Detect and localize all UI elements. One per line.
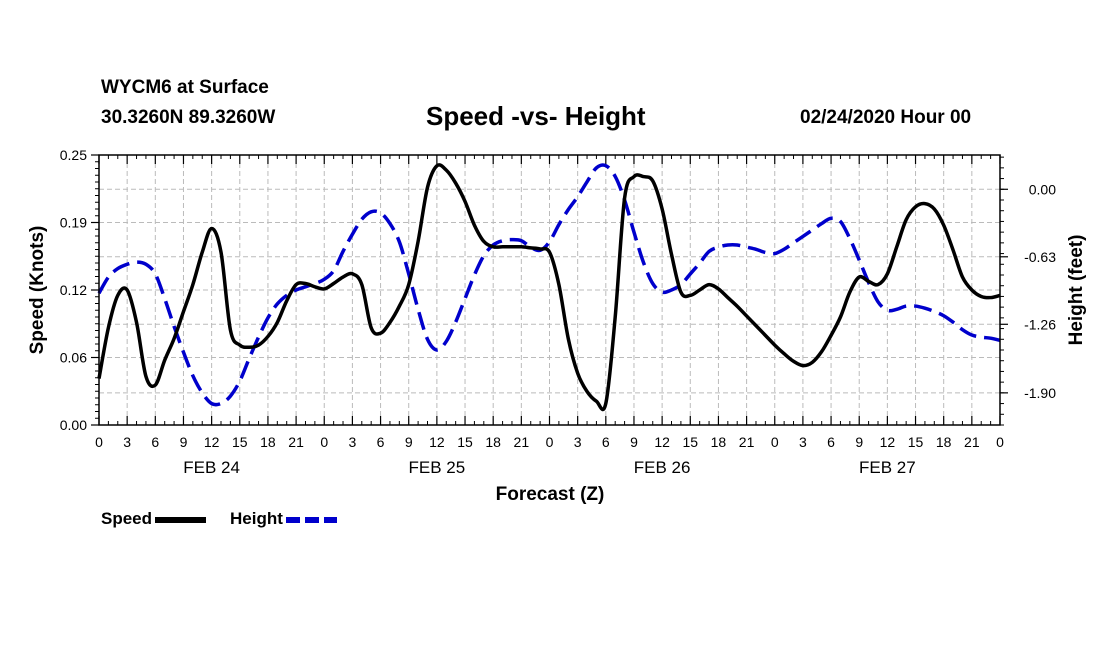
y-left-tick-label: 0.19 bbox=[60, 215, 87, 231]
series bbox=[97, 163, 1001, 412]
chart-title: Speed -vs- Height bbox=[426, 101, 646, 131]
y-right-tick-label: -1.26 bbox=[1024, 316, 1056, 332]
x-tick-label: 9 bbox=[630, 434, 638, 450]
grid bbox=[98, 154, 1001, 426]
x-tick-label: 18 bbox=[711, 434, 727, 450]
legend-height: Height bbox=[230, 509, 339, 529]
x-tick-label: 18 bbox=[260, 434, 276, 450]
x-tick-label: 21 bbox=[964, 434, 980, 450]
x-tick-label: 18 bbox=[485, 434, 501, 450]
x-tick-label: 12 bbox=[880, 434, 896, 450]
x-tick-label: 12 bbox=[654, 434, 670, 450]
x-tick-label: 18 bbox=[936, 434, 952, 450]
x-tick-label: 9 bbox=[855, 434, 863, 450]
legend-speed-swatch bbox=[155, 517, 207, 523]
date-label: FEB 25 bbox=[409, 458, 466, 477]
x-tick-label: 21 bbox=[288, 434, 304, 450]
y-axis-left-title: Speed (Knots) bbox=[27, 226, 48, 355]
x-tick-label: 9 bbox=[405, 434, 413, 450]
legend-height-swatch bbox=[285, 517, 337, 523]
x-tick-label: 15 bbox=[232, 434, 248, 450]
plot-frame bbox=[98, 154, 1001, 426]
x-tick-label: 0 bbox=[546, 434, 554, 450]
x-tick-label: 0 bbox=[320, 434, 328, 450]
x-tick-label: 0 bbox=[95, 434, 103, 450]
x-tick-label: 6 bbox=[602, 434, 610, 450]
x-tick-label: 21 bbox=[739, 434, 755, 450]
x-tick-label: 6 bbox=[377, 434, 385, 450]
date-label: FEB 27 bbox=[859, 458, 916, 477]
date-label: FEB 24 bbox=[183, 458, 240, 477]
x-tick-label: 6 bbox=[151, 434, 159, 450]
y-right-tick-label: -0.63 bbox=[1024, 249, 1056, 265]
speed-series-line bbox=[97, 163, 1001, 412]
x-tick-label: 15 bbox=[457, 434, 473, 450]
axes: 0 3 6 9 12 15 18 21 0 3 6 9 12 15 18 21 0 3 6 9 12 15 18 21 0 3 6 9… bbox=[60, 147, 1056, 477]
x-tick-label: 0 bbox=[771, 434, 779, 450]
x-tick-label: 3 bbox=[349, 434, 357, 450]
x-tick-label: 12 bbox=[204, 434, 220, 450]
x-axis-title: Forecast (Z) bbox=[496, 484, 605, 505]
x-tick-label: 3 bbox=[799, 434, 807, 450]
legend-speed-label: Speed bbox=[101, 509, 153, 528]
x-tick-label: 9 bbox=[180, 434, 188, 450]
x-tick-label: 15 bbox=[908, 434, 924, 450]
location-label: 30.3260N 89.3260W bbox=[101, 107, 276, 128]
y-left-tick-label: 0.25 bbox=[60, 147, 87, 163]
legend-speed: Speed bbox=[101, 509, 208, 529]
y-left-tick-label: 0.12 bbox=[60, 282, 87, 298]
y-left-tick-label: 0.06 bbox=[60, 350, 87, 366]
x-tick-label: 6 bbox=[827, 434, 835, 450]
y-right-tick-label: -1.90 bbox=[1024, 385, 1056, 401]
station-label: WYCM6 at Surface bbox=[101, 77, 269, 98]
date-label: FEB 26 bbox=[634, 458, 691, 477]
x-tick-label: 21 bbox=[514, 434, 530, 450]
x-tick-label: 12 bbox=[429, 434, 445, 450]
y-left-tick-label: 0.00 bbox=[60, 417, 87, 433]
y-right-tick-label: 0.00 bbox=[1029, 181, 1056, 197]
x-tick-label: 3 bbox=[574, 434, 582, 450]
x-tick-label: 3 bbox=[123, 434, 131, 450]
x-tick-label: 15 bbox=[682, 434, 698, 450]
x-tick-label: 0 bbox=[996, 434, 1004, 450]
legend-height-label: Height bbox=[230, 509, 283, 528]
datetime-label: 02/24/2020 Hour 00 bbox=[800, 107, 972, 128]
y-axis-right-title: Height (feet) bbox=[1066, 235, 1087, 346]
